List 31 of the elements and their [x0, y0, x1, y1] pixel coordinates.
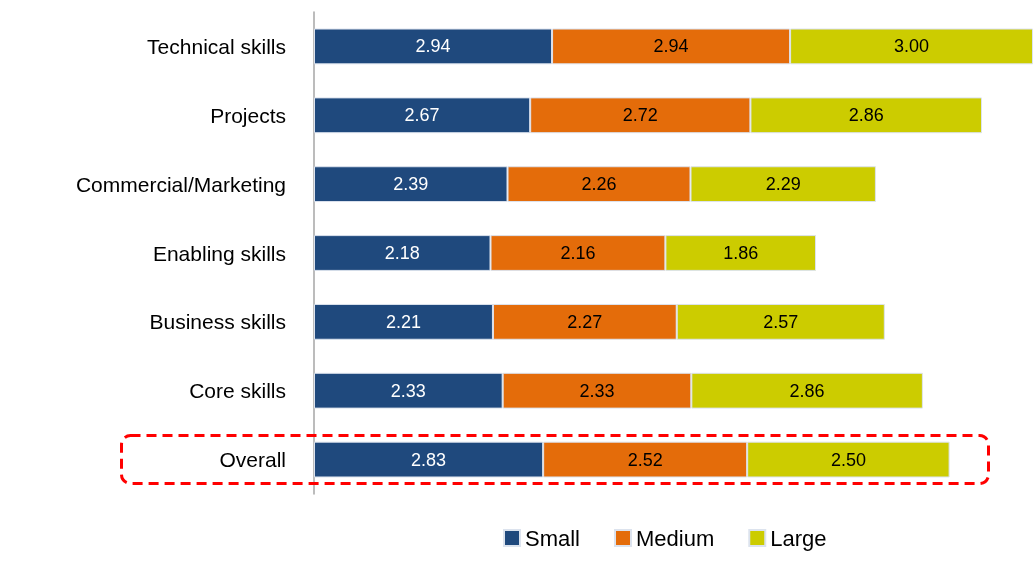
- data-label: 2.72: [622, 105, 658, 126]
- data-label: 2.50: [830, 449, 866, 470]
- data-label: 1.86: [723, 243, 759, 263]
- data-label: 2.16: [560, 243, 596, 263]
- y-tick-label: Technical skills: [147, 34, 286, 58]
- data-label: 2.86: [848, 105, 884, 126]
- data-label: 2.33: [390, 380, 426, 401]
- legend-label: Medium: [636, 525, 715, 551]
- data-label: 2.57: [763, 311, 799, 332]
- data-label: 2.29: [765, 174, 801, 195]
- data-label: 2.33: [579, 380, 615, 401]
- data-label: 2.86: [789, 380, 825, 401]
- y-tick-label: Business skills: [149, 310, 286, 334]
- data-label: 2.83: [411, 449, 447, 470]
- data-label: 2.67: [404, 105, 440, 126]
- data-label: 2.26: [581, 174, 617, 195]
- data-label: 2.21: [385, 311, 421, 332]
- y-tick-label: Commercial/Marketing: [75, 172, 286, 196]
- data-label: 2.39: [393, 174, 429, 195]
- legend-label: Small: [525, 525, 581, 551]
- data-label: 3.00: [894, 36, 930, 57]
- legend-label: Large: [770, 525, 827, 551]
- data-label: 2.94: [415, 36, 451, 57]
- data-label: 2.27: [567, 311, 603, 332]
- data-label: 2.52: [627, 449, 663, 470]
- y-tick-label: Overall: [219, 448, 286, 472]
- y-tick-label: Core skills: [189, 379, 286, 403]
- y-tick-label: Projects: [210, 103, 286, 127]
- data-label: 2.94: [653, 36, 689, 57]
- y-tick-label: Enabling skills: [152, 241, 286, 265]
- data-label: 2.18: [384, 243, 420, 263]
